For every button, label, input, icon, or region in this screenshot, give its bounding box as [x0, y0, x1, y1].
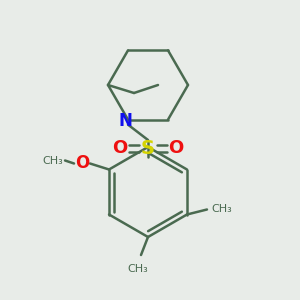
Text: N: N — [118, 112, 132, 130]
Text: CH₃: CH₃ — [212, 205, 232, 214]
Text: S: S — [141, 139, 155, 158]
Text: CH₃: CH₃ — [128, 264, 148, 274]
Text: CH₃: CH₃ — [43, 155, 63, 166]
Text: O: O — [168, 139, 184, 157]
Text: O: O — [75, 154, 89, 172]
Text: O: O — [112, 139, 128, 157]
